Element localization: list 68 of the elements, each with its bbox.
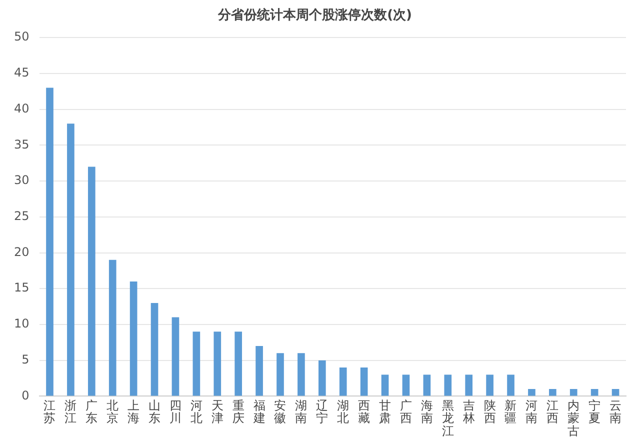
bar [402, 374, 410, 396]
x-tick-label: 江西 [546, 398, 559, 426]
y-tick-label: 15 [14, 280, 30, 295]
bar [234, 332, 242, 396]
x-tick-label: 新疆 [504, 398, 517, 426]
x-tick-label: 湖北 [337, 398, 350, 426]
x-tick-label: 甘肃 [379, 398, 392, 426]
x-tick-label: 四川 [169, 398, 182, 426]
y-tick-label: 50 [14, 30, 30, 44]
bar [67, 124, 74, 396]
y-tick-label: 45 [14, 66, 30, 80]
x-tick-label: 海南 [420, 398, 433, 426]
x-tick-label: 河北 [190, 398, 202, 426]
bar [528, 389, 536, 396]
y-tick-label: 30 [14, 173, 30, 188]
bar [486, 374, 494, 396]
bar [590, 389, 598, 396]
bar [88, 166, 96, 396]
bar [339, 368, 347, 396]
bar [318, 360, 326, 396]
x-tick-label: 天津 [211, 398, 224, 426]
bar [570, 389, 578, 396]
x-tick-label: 吉林 [462, 398, 475, 426]
x-tick-label: 宁夏 [588, 398, 601, 426]
x-tick-label: 黑龙江 [442, 398, 454, 438]
y-tick-label: 0 [22, 388, 30, 402]
bar [256, 346, 263, 396]
bar [381, 374, 389, 396]
chart-title: 分省份统计本周个股涨停次数(次) [217, 7, 412, 24]
x-tick-label: 江苏 [44, 398, 56, 426]
bar [276, 353, 284, 396]
bar [192, 332, 200, 396]
bar [465, 374, 473, 396]
bar [108, 260, 116, 396]
x-tick-label: 福建 [252, 398, 266, 426]
x-tick-label: 西藏 [358, 398, 370, 426]
x-tick-label: 广东 [86, 398, 98, 426]
x-tick-label: 河南 [526, 398, 538, 426]
bar [150, 302, 158, 396]
x-tick-label: 安徽 [274, 398, 286, 426]
x-tick-label: 上海 [128, 398, 140, 426]
bar [130, 281, 138, 396]
x-tick-label: 浙江 [64, 398, 77, 426]
bar [548, 389, 556, 396]
x-tick-label: 云南 [610, 398, 622, 426]
y-tick-label: 40 [14, 101, 30, 116]
bar [360, 368, 368, 396]
y-tick-label: 20 [14, 244, 30, 259]
bar [172, 317, 180, 396]
y-tick-label: 5 [22, 352, 30, 366]
y-tick-label: 10 [14, 316, 30, 331]
x-tick-label: 山东 [148, 398, 161, 426]
bar [444, 374, 452, 396]
bar [507, 374, 514, 396]
x-tick-label: 重庆 [232, 398, 244, 426]
y-tick-label: 25 [14, 209, 30, 224]
x-tick-label: 辽宁 [316, 398, 328, 426]
bar [612, 389, 620, 396]
x-tick-label: 陕西 [484, 398, 496, 426]
bar [298, 353, 305, 396]
bar [423, 374, 431, 396]
x-tick-label: 广西 [400, 398, 412, 426]
bar [214, 332, 222, 396]
bar [46, 88, 54, 396]
x-tick-label: 湖南 [295, 398, 308, 426]
x-tick-label: 内蒙古 [568, 398, 580, 438]
y-tick-label: 35 [14, 137, 30, 152]
x-tick-label: 北京 [106, 398, 119, 426]
